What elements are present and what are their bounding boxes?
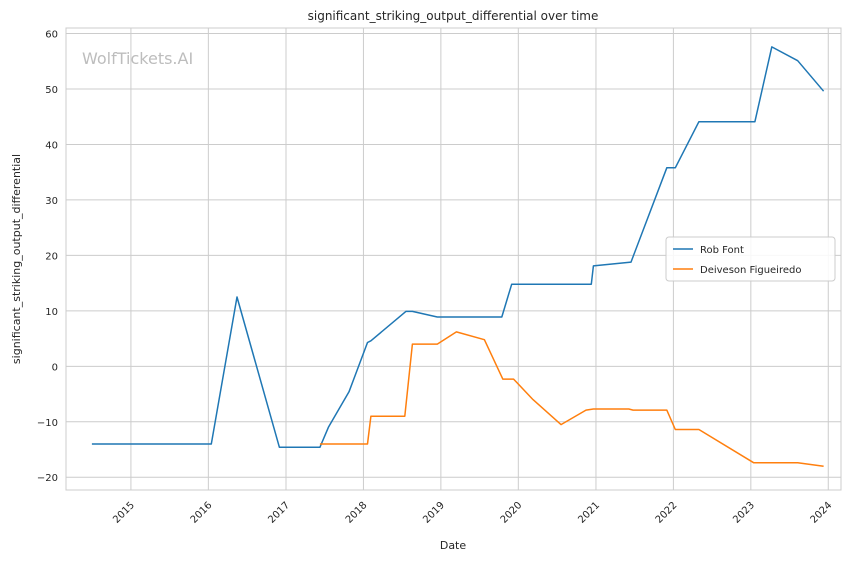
- y-tick-label: −10: [37, 418, 58, 429]
- series-line-1: [91, 46, 825, 449]
- x-tick-label: 2022: [654, 500, 680, 526]
- y-tick-label: 50: [45, 85, 58, 96]
- y-axis-label: significant_striking_output_differential: [10, 154, 23, 364]
- legend-entry: Deiveson Figueiredo: [700, 265, 801, 276]
- y-tick-label: 10: [45, 307, 58, 318]
- legend: Rob Font Deiveson Figueiredo: [665, 236, 836, 282]
- watermark: WolfTickets.AI: [82, 49, 193, 68]
- x-tick-label: 2015: [111, 500, 137, 526]
- y-tick-label: 30: [45, 196, 58, 207]
- chart-title: significant_striking_output_differential…: [308, 9, 599, 23]
- legend-box: [665, 236, 836, 282]
- plot-area-border: [65, 27, 842, 491]
- legend-entry: Rob Font: [700, 245, 744, 256]
- series-line-2: [319, 331, 824, 467]
- x-tick-label: 2021: [576, 500, 602, 526]
- x-tick-labels: 2015 2016 2017 2018 2019 2020 2021 2022 2023 2024: [111, 500, 834, 526]
- y-tick-labels: −20 −10 0 10 20 30 40 50 60: [37, 30, 58, 485]
- x-tick-label: 2024: [809, 500, 835, 526]
- x-axis-label: Date: [440, 539, 467, 552]
- x-tick-label: 2018: [344, 500, 370, 526]
- y-tick-label: 60: [45, 30, 58, 41]
- y-tick-label: 40: [45, 140, 58, 151]
- x-tick-label: 2016: [189, 500, 215, 526]
- x-tick-label: 2020: [499, 500, 525, 526]
- x-tick-label: 2019: [421, 500, 447, 526]
- grid: [66, 28, 841, 490]
- x-tick-label: 2023: [731, 500, 757, 526]
- y-tick-label: 20: [45, 251, 58, 262]
- x-tick-label: 2017: [266, 500, 292, 526]
- series-group: [91, 46, 825, 467]
- y-tick-label: −20: [37, 473, 58, 484]
- y-tick-label: 0: [52, 362, 58, 373]
